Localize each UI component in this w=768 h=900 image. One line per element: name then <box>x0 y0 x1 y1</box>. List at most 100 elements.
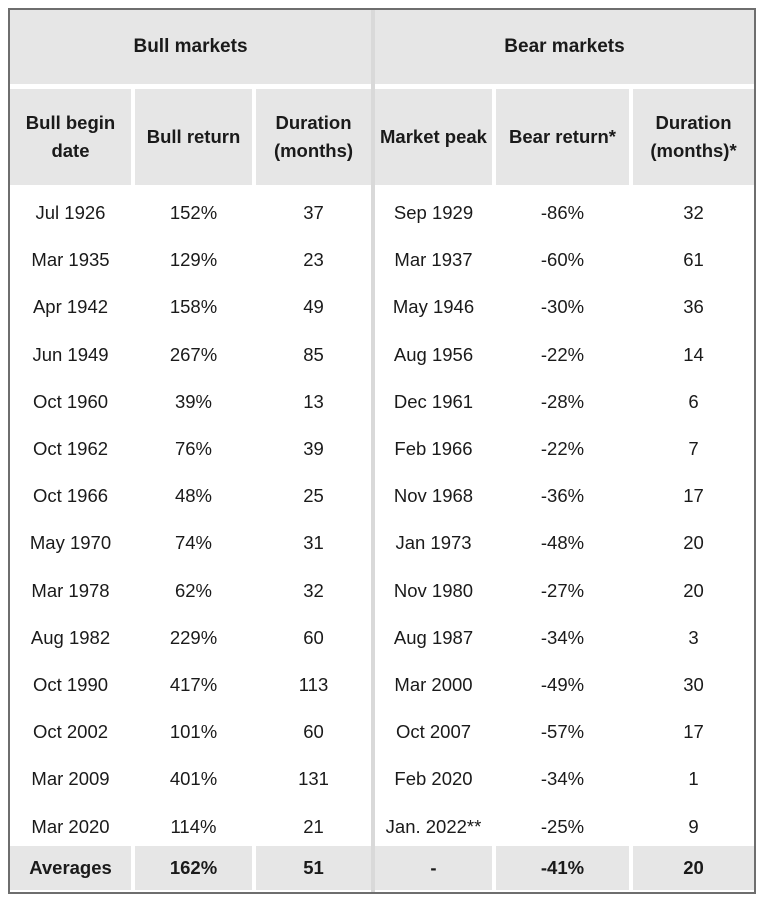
cell-bear-return: -57% <box>540 721 585 743</box>
cell-bull-begin-date: Oct 1990 <box>32 674 109 695</box>
cell-bear-duration: 36 <box>683 296 704 318</box>
cell-market-peak: Nov 1980 <box>393 579 474 601</box>
cell-bull-begin-date: Jun 1949 <box>32 343 109 365</box>
cell-bull-begin-date: Mar 2009 <box>31 768 110 790</box>
cell-bull-return: 267% <box>169 343 218 365</box>
cell-bull-begin-date: Aug 1982 <box>30 626 111 648</box>
cell-bear-return: -34% <box>540 768 585 790</box>
cell-bear-duration: 1 <box>688 768 699 790</box>
col-bear-return: Bear return* <box>496 89 629 185</box>
cell-bull-return: 114% <box>170 815 217 837</box>
cell-bull-return: 74% <box>174 532 213 554</box>
cell-bull-begin-date: Apr 1942 <box>32 296 109 318</box>
avg-bear-duration: 20 <box>633 846 754 890</box>
col-bull-return: Bull return <box>135 89 252 185</box>
avg-market-peak: - <box>375 846 492 890</box>
cell-bear-return: -34% <box>540 626 585 648</box>
cell-market-peak: Mar 2000 <box>394 674 473 695</box>
cell-market-peak: Feb 2020 <box>394 768 473 790</box>
cell-bear-duration: 9 <box>688 815 699 837</box>
market-table: Bull markets Bear markets Bull begin dat… <box>8 8 756 894</box>
cell-bull-begin-date: May 1970 <box>29 532 112 554</box>
cell-bull-duration: 39 <box>303 438 324 459</box>
cell-bull-return: 152% <box>169 202 218 223</box>
cell-bull-duration: 13 <box>303 390 324 412</box>
cell-market-peak: May 1946 <box>392 296 475 318</box>
cell-bear-return: -25% <box>540 815 585 837</box>
cell-bull-return: 101% <box>169 721 218 743</box>
cell-bull-duration: 21 <box>303 815 324 837</box>
cell-bull-duration: 60 <box>303 721 324 743</box>
cell-bear-return: -49% <box>540 674 585 695</box>
cell-market-peak: Dec 1961 <box>393 390 474 412</box>
bull-markets-header: Bull markets <box>10 10 371 84</box>
cell-market-peak: Jan 1973 <box>395 532 472 554</box>
cell-bull-return: 417% <box>169 674 218 695</box>
cell-bull-begin-date: Mar 1935 <box>31 249 110 271</box>
cell-market-peak: Oct 2007 <box>395 721 472 743</box>
cell-bull-duration: 37 <box>303 202 324 223</box>
cell-bull-return: 158% <box>169 296 218 318</box>
cell-bear-return: -36% <box>540 485 585 507</box>
cell-bull-return: 76% <box>174 438 213 459</box>
cell-bull-return: 229% <box>169 626 218 648</box>
cell-bear-return: -30% <box>540 296 585 318</box>
cell-bull-duration: 31 <box>303 532 324 554</box>
cell-bear-duration: 17 <box>683 721 704 743</box>
cell-bull-duration: 113 <box>298 674 329 695</box>
cell-bear-duration: 14 <box>683 343 704 365</box>
cell-bull-duration: 23 <box>303 249 324 271</box>
cell-bull-return: 401% <box>169 768 218 790</box>
cell-market-peak: Feb 1966 <box>394 438 473 459</box>
cell-bull-return: 39% <box>174 390 213 412</box>
cell-bear-return: -22% <box>540 343 585 365</box>
bear-markets-header: Bear markets <box>375 10 754 84</box>
cell-bull-begin-date: Oct 1960 <box>32 390 109 412</box>
cell-bear-duration: 32 <box>683 202 704 223</box>
cell-bear-return: -28% <box>540 390 585 412</box>
col-bull-begin-date: Bull begin date <box>10 89 131 185</box>
cell-bull-begin-date: Mar 1978 <box>31 579 110 601</box>
cell-bull-begin-date: Oct 1962 <box>32 438 109 459</box>
bull-bear-divider <box>371 10 375 892</box>
cell-bull-duration: 49 <box>303 296 324 318</box>
cell-bear-duration: 30 <box>683 674 704 695</box>
cell-bull-return: 129% <box>169 249 218 271</box>
averages-row: Averages 162% 51 - -41% 20 <box>10 846 754 890</box>
cell-bull-duration: 32 <box>303 579 324 601</box>
cell-market-peak: Nov 1968 <box>393 485 474 507</box>
cell-bull-begin-date: Oct 1966 <box>32 485 109 507</box>
cell-bull-begin-date: Oct 2002 <box>32 721 109 743</box>
cell-bear-duration: 7 <box>688 438 699 459</box>
col-bull-duration: Duration (months) <box>256 89 371 185</box>
cell-bull-return: 48% <box>174 485 213 507</box>
col-bear-duration: Duration (months)* <box>633 89 754 185</box>
cell-bear-return: -22% <box>540 438 585 459</box>
cell-bull-duration: 85 <box>303 343 324 365</box>
group-separator <box>10 84 754 89</box>
avg-bear-return: -41% <box>496 846 629 890</box>
avg-bull-return: 162% <box>135 846 252 890</box>
averages-label: Averages <box>10 846 131 890</box>
cell-bear-duration: 6 <box>688 390 699 412</box>
cell-bull-return: 62% <box>174 579 213 601</box>
col-market-peak: Market peak <box>375 89 492 185</box>
cell-market-peak: Mar 1937 <box>394 249 473 271</box>
cell-bear-return: -48% <box>540 532 585 554</box>
cell-bull-duration: 25 <box>303 485 324 507</box>
cell-bull-duration: 131 <box>298 768 329 790</box>
cell-bear-duration: 17 <box>683 485 704 507</box>
cell-bull-begin-date: Jul 1926 <box>35 202 106 223</box>
avg-bull-duration: 51 <box>256 846 371 890</box>
cell-market-peak: Sep 1929 <box>393 202 474 223</box>
cell-market-peak: Aug 1987 <box>393 626 474 648</box>
cell-bear-duration: 20 <box>683 532 704 554</box>
cell-market-peak: Aug 1956 <box>393 343 474 365</box>
cell-market-peak: Jan. 2022** <box>385 815 482 837</box>
cell-bull-begin-date: Mar 2020 <box>31 815 110 837</box>
cell-bear-duration: 20 <box>683 579 704 601</box>
cell-bear-duration: 3 <box>688 626 699 648</box>
cell-bull-duration: 60 <box>303 626 324 648</box>
cell-bear-return: -60% <box>540 249 585 271</box>
cell-bear-return: -27% <box>540 579 585 601</box>
